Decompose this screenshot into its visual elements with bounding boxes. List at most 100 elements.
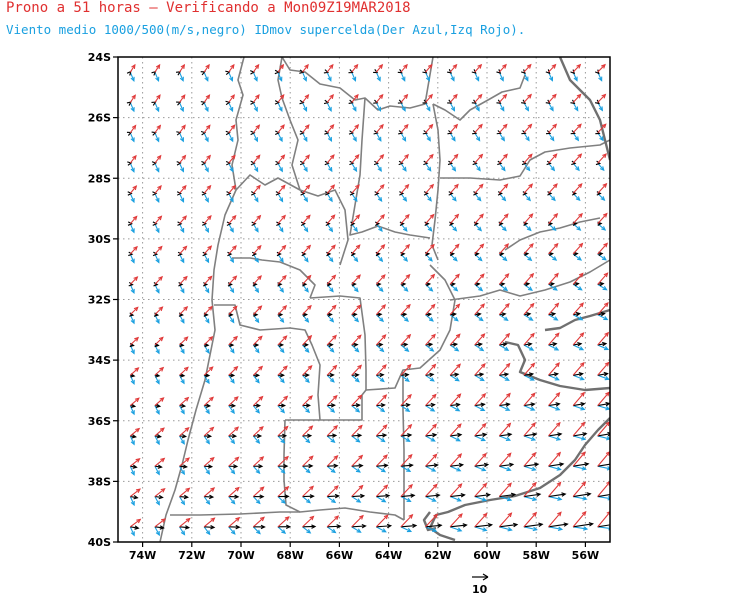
right-mover-arrow <box>375 344 385 353</box>
tick-label-lon: 72W <box>178 549 205 562</box>
right-mover-arrow <box>228 465 236 475</box>
mean-wind-arrow <box>523 312 532 317</box>
right-mover-arrow <box>572 495 588 501</box>
mean-wind-arrow <box>548 492 567 498</box>
tick-label-lat: 40S <box>88 536 111 549</box>
left-mover-arrow <box>474 333 486 346</box>
left-mover-arrow <box>400 453 413 467</box>
right-mover-arrow <box>252 374 260 384</box>
left-mover-arrow <box>154 245 163 255</box>
right-mover-arrow <box>449 314 459 322</box>
mean-wind-arrow <box>597 341 608 347</box>
left-mover-arrow <box>474 123 483 134</box>
right-mover-arrow <box>474 435 486 442</box>
mean-wind-arrow <box>228 494 240 499</box>
left-mover-arrow <box>597 93 607 103</box>
left-mover-arrow <box>375 244 386 255</box>
mean-wind-arrow <box>376 402 386 408</box>
right-mover-arrow <box>228 526 236 535</box>
left-mover-arrow <box>498 512 513 528</box>
right-mover-arrow <box>499 526 513 532</box>
left-mover-arrow <box>375 334 387 346</box>
mean-wind-arrow <box>573 341 583 347</box>
tick-label-lon: 62W <box>424 549 451 562</box>
mean-wind-arrow <box>573 311 582 317</box>
left-mover-arrow <box>326 304 337 316</box>
right-mover-arrow <box>523 495 538 502</box>
mean-wind-arrow <box>523 432 538 437</box>
mean-wind-arrow <box>253 373 261 378</box>
left-mover-arrow <box>129 427 141 437</box>
right-mover-arrow <box>351 132 357 142</box>
left-mover-arrow <box>203 487 216 497</box>
left-mover-arrow <box>252 486 265 497</box>
right-mover-arrow <box>203 223 209 234</box>
mean-wind-arrow <box>450 523 468 528</box>
left-mover-arrow <box>179 63 186 73</box>
right-mover-arrow <box>302 102 308 112</box>
left-mover-arrow <box>228 154 236 164</box>
right-mover-arrow <box>203 405 210 415</box>
left-mover-arrow <box>154 215 163 225</box>
right-mover-arrow <box>375 193 383 203</box>
left-mover-arrow <box>277 244 287 255</box>
left-mover-arrow <box>203 275 213 285</box>
left-mover-arrow <box>277 365 288 376</box>
right-mover-arrow <box>252 526 261 535</box>
right-mover-arrow <box>425 193 432 202</box>
left-mover-arrow <box>179 336 189 346</box>
right-mover-arrow <box>523 314 534 321</box>
right-mover-arrow <box>277 374 285 384</box>
right-mover-arrow <box>548 102 554 112</box>
left-mover-arrow <box>154 185 162 194</box>
right-mover-arrow <box>326 162 333 173</box>
left-mover-arrow <box>597 391 610 406</box>
right-mover-arrow <box>425 132 431 142</box>
catamarca-tucuman <box>235 174 349 266</box>
right-mover-arrow <box>302 344 310 353</box>
right-mover-arrow <box>351 102 357 112</box>
buenos-aires-coast <box>428 417 610 542</box>
left-mover-arrow <box>277 335 288 346</box>
left-mover-arrow <box>400 63 408 73</box>
right-mover-arrow <box>277 71 283 82</box>
left-mover-arrow <box>375 63 384 73</box>
right-mover-arrow <box>523 465 537 471</box>
left-mover-arrow <box>597 182 608 194</box>
right-mover-arrow <box>597 344 610 351</box>
left-mover-arrow <box>597 242 609 255</box>
mean-wind-arrow <box>351 463 364 468</box>
left-mover-arrow <box>277 305 288 316</box>
right-mover-arrow <box>277 465 286 474</box>
right-mover-arrow <box>277 162 283 173</box>
right-mover-arrow <box>228 223 234 233</box>
right-mover-arrow <box>178 132 184 143</box>
right-mover-arrow <box>351 435 361 443</box>
left-mover-arrow <box>498 243 510 255</box>
mean-wind-arrow <box>228 373 236 378</box>
right-mover-arrow <box>425 102 431 112</box>
right-mover-arrow <box>129 223 135 234</box>
left-mover-arrow <box>154 457 166 467</box>
left-mover-arrow <box>351 484 364 497</box>
mean-wind-arrow <box>499 312 507 317</box>
right-mover-arrow <box>154 162 160 173</box>
right-mover-arrow <box>425 344 435 352</box>
left-mover-arrow <box>375 93 384 103</box>
left-mover-arrow <box>523 481 537 497</box>
left-mover-arrow <box>474 183 484 194</box>
left-mover-arrow <box>277 214 286 225</box>
left-mover-arrow <box>203 124 211 134</box>
left-mover-arrow <box>498 183 509 194</box>
tick-label-lat: 36S <box>88 415 111 428</box>
mean-wind-arrow <box>474 492 492 498</box>
right-mover-arrow <box>154 71 160 82</box>
left-mover-arrow <box>351 274 361 285</box>
mean-wind-arrow <box>548 522 569 528</box>
right-mover-arrow <box>277 193 284 203</box>
left-mover-arrow <box>400 153 409 164</box>
right-mover-arrow <box>572 344 585 351</box>
right-mover-arrow <box>474 496 488 502</box>
left-mover-arrow <box>548 242 559 255</box>
left-mover-arrow <box>498 302 510 316</box>
